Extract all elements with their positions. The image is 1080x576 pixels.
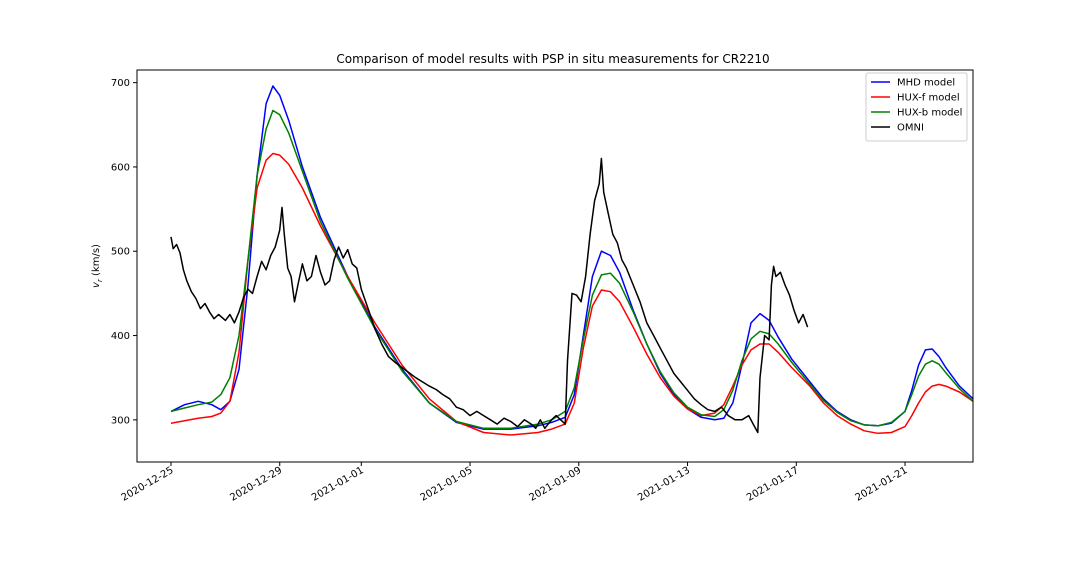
series-line-hux-f-model	[170, 152, 973, 436]
legend-label: MHD model	[897, 78, 955, 89]
series-line-mhd-model	[170, 85, 973, 430]
y-tick-label: 300	[111, 415, 130, 426]
series-line-omni	[170, 157, 809, 434]
y-axis-label-unit: (km/s)	[91, 244, 102, 279]
axes-frame	[136, 69, 974, 463]
series-line-hux-b-model	[170, 109, 973, 430]
legend-label: HUX-f model	[897, 93, 960, 104]
chart-title: Comparison of model results with PSP in …	[336, 52, 769, 66]
y-tick-label: 400	[111, 331, 130, 342]
y-axis-label: vr (km/s)	[91, 244, 104, 288]
y-tick-label: 700	[111, 78, 130, 89]
legend: MHD model HUX-f model HUX-b model OMNI	[865, 72, 968, 142]
y-tick-label: 500	[111, 247, 130, 258]
legend-label: OMNI	[897, 123, 924, 134]
legend-box	[865, 72, 968, 142]
series-layer	[170, 85, 973, 436]
legend-label: HUX-b model	[897, 108, 962, 119]
y-tick-label: 600	[111, 162, 130, 173]
y-axis-label-main: v	[91, 281, 102, 288]
y-axis: 300 400 500 600 700	[111, 78, 137, 426]
y-axis-label-sub: r	[96, 278, 104, 282]
